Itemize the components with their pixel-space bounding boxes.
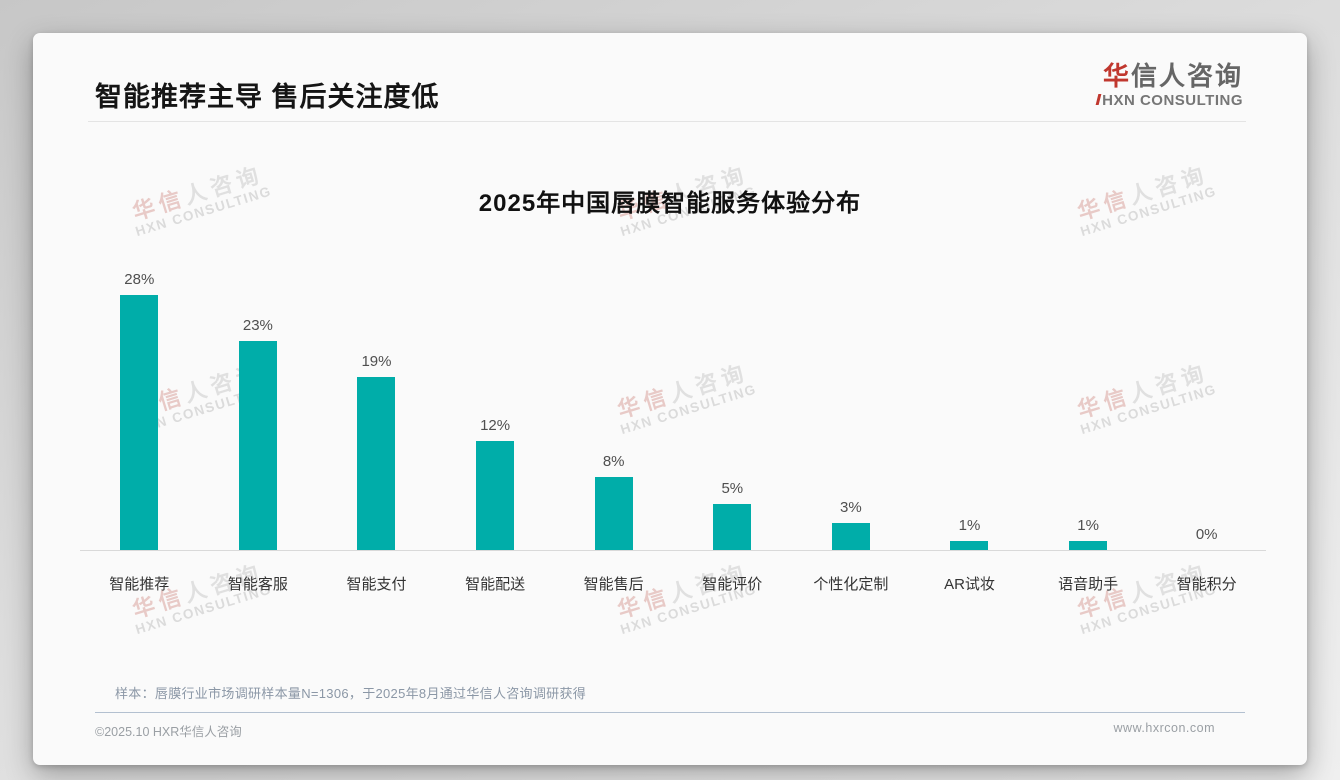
category-label: AR试妆 [944, 576, 995, 593]
bar-value-label: 5% [721, 480, 744, 497]
bar-group: 0% [1147, 526, 1266, 550]
bar [120, 295, 159, 550]
sample-note: 样本：唇膜行业市场调研样本量N=1306，于2025年8月通过华信人咨询调研获得 [115, 686, 587, 701]
bar-group: 5% [673, 480, 792, 550]
x-axis-line [80, 550, 1266, 551]
bar [357, 377, 396, 550]
category-label: 智能售后 [583, 576, 644, 593]
bar-group: 1% [910, 517, 1029, 550]
company-logo: 华信人咨询 HXN CONSULTING [1097, 61, 1243, 109]
bar-group: 8% [554, 453, 673, 550]
logo-cn-first-char: 华 [1102, 61, 1131, 91]
bar [476, 441, 515, 550]
chart-title: 2025年中国唇膜智能服务体验分布 [478, 190, 862, 217]
logo-chinese-name: 华信人咨询 [1097, 61, 1243, 92]
bar-value-label: 1% [1077, 517, 1099, 534]
bar-group: 19% [317, 353, 436, 550]
footer-divider [95, 712, 1245, 713]
page-title: 智能推荐主导 售后关注度低 [95, 82, 440, 112]
bar-value-label: 1% [958, 517, 981, 534]
bar-group: 12% [436, 417, 555, 550]
bar-value-label: 23% [242, 317, 273, 334]
bar [1069, 541, 1108, 550]
bar-value-label: 28% [124, 271, 155, 288]
header-divider [88, 121, 1246, 122]
website-url: www.hxrcon.com [1113, 721, 1215, 735]
bar-value-label: 3% [840, 499, 862, 516]
plot-area: 28% 智能推荐 23% 智能客服 19% 智能支付 12% 智能配送 8% 智能售后 5% 智能评价… [33, 33, 1307, 765]
category-label: 语音助手 [1058, 576, 1119, 593]
category-label: 智能配送 [465, 576, 526, 593]
category-label: 智能推荐 [109, 576, 170, 593]
slide-card: 华信人咨询 HXN CONSULTING 华信人咨询 HXN CONSULTING 华信… [33, 33, 1307, 765]
bar [831, 523, 870, 550]
bar-group: 3% [792, 499, 911, 550]
bar [713, 504, 752, 550]
logo-english-name: HXN CONSULTING [1097, 92, 1243, 109]
bar-value-label: 0% [1195, 526, 1218, 543]
bar-value-label: 12% [480, 417, 511, 434]
bar-value-label: 19% [361, 353, 392, 370]
slide-content: 智能推荐主导 售后关注度低 华信人咨询 HXN CONSULTING 2025年… [33, 33, 1307, 765]
category-label: 智能积分 [1176, 576, 1237, 593]
category-label: 智能支付 [346, 576, 407, 593]
bar-group: 23% [199, 317, 318, 550]
category-label: 个性化定制 [813, 576, 889, 593]
bar-group: 28% [80, 271, 199, 550]
bar-group: 1% [1029, 517, 1148, 550]
logo-cn-rest: 信人咨询 [1130, 61, 1243, 91]
copyright-text: ©2025.10 HXR华信人咨询 [95, 725, 242, 739]
bar [950, 541, 989, 550]
category-label: 智能客服 [227, 576, 288, 593]
bar [594, 477, 633, 550]
bar-value-label: 8% [602, 453, 625, 470]
category-label: 智能评价 [702, 576, 763, 593]
bar [238, 341, 277, 550]
